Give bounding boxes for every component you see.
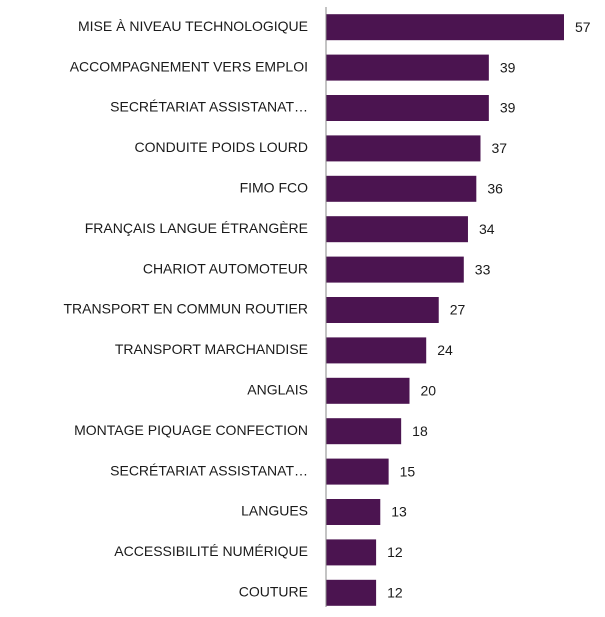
bar — [326, 337, 427, 364]
category-label: ANGLAIS — [247, 382, 308, 398]
bar — [326, 579, 377, 606]
category-label: COUTURE — [239, 584, 308, 600]
value-label: 27 — [450, 302, 466, 318]
category-label: TRANSPORT MARCHANDISE — [115, 341, 308, 357]
bar — [326, 458, 389, 485]
value-label: 24 — [437, 342, 453, 358]
category-label: MONTAGE PIQUAGE CONFECTION — [74, 422, 308, 438]
category-label: FIMO FCO — [240, 180, 309, 196]
value-label: 12 — [387, 544, 403, 560]
value-label: 39 — [500, 100, 516, 116]
bar — [326, 539, 377, 566]
category-label: LANGUES — [241, 503, 308, 519]
category-label: SECRÉTARIAT ASSISTANAT… — [110, 462, 308, 478]
bar — [326, 377, 410, 404]
category-label: ACCOMPAGNEMENT VERS EMPLOI — [70, 58, 308, 74]
value-label: 12 — [387, 585, 403, 601]
bar — [326, 418, 402, 445]
value-label: 37 — [491, 140, 507, 156]
value-label: 36 — [487, 181, 503, 197]
category-label: SECRÉTARIAT ASSISTANAT… — [110, 99, 308, 115]
category-label: MISE À NIVEAU TECHNOLOGIQUE — [78, 18, 308, 34]
bar — [326, 95, 489, 121]
category-label: FRANÇAIS LANGUE ÉTRANGÈRE — [85, 220, 308, 236]
category-label: TRANSPORT EN COMMUN ROUTIER — [64, 301, 309, 317]
value-label: 33 — [475, 261, 491, 277]
bar — [326, 135, 481, 162]
value-label: 15 — [400, 463, 416, 479]
value-label: 18 — [412, 423, 428, 439]
bar — [326, 256, 464, 283]
value-label: 39 — [500, 59, 516, 75]
bar — [326, 297, 439, 323]
bar — [326, 499, 381, 525]
category-label: CONDUITE POIDS LOURD — [135, 139, 308, 155]
bar — [326, 14, 564, 41]
bar — [326, 216, 468, 243]
value-label: 20 — [421, 383, 437, 399]
bar — [326, 54, 489, 81]
category-label: ACCESSIBILITÉ NUMÉRIQUE — [114, 543, 308, 559]
value-label: 57 — [575, 19, 591, 35]
bar — [326, 175, 477, 202]
value-label: 13 — [391, 504, 407, 520]
category-label: CHARIOT AUTOMOTEUR — [143, 260, 308, 276]
value-label: 34 — [479, 221, 495, 237]
